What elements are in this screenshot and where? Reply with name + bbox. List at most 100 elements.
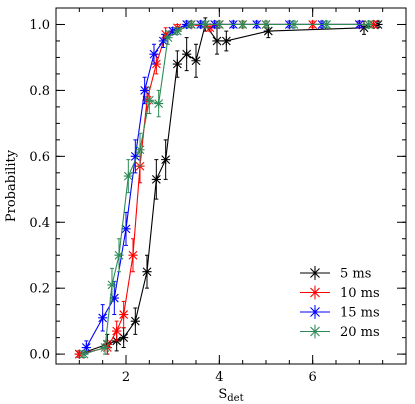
data-point-shape <box>182 19 192 30</box>
data-point <box>182 19 192 30</box>
data-point-shape <box>135 145 145 155</box>
x-tick-label: 4 <box>215 370 223 385</box>
data-point-shape <box>151 59 161 69</box>
data-point <box>186 19 196 30</box>
data-point-shape <box>263 26 273 36</box>
data-point <box>144 95 154 105</box>
legend-marker <box>309 287 321 298</box>
data-point <box>100 342 110 353</box>
data-point <box>221 36 231 46</box>
data-point <box>112 326 122 336</box>
series-5-ms <box>74 17 383 359</box>
data-point <box>368 19 378 30</box>
data-point <box>261 19 271 30</box>
data-point-shape <box>119 309 129 320</box>
data-point-shape <box>161 155 171 165</box>
data-point <box>151 59 161 69</box>
data-point-shape <box>142 267 152 277</box>
data-point <box>289 19 299 30</box>
data-point <box>172 59 182 69</box>
x-tick-label: 2 <box>122 370 130 385</box>
y-tick-label: 0.4 <box>29 216 50 231</box>
series-line <box>83 23 369 355</box>
data-point-shape <box>364 19 374 30</box>
data-point <box>214 19 224 30</box>
data-point <box>205 23 215 33</box>
plot-frame <box>55 7 407 365</box>
data-point-shape <box>81 342 91 353</box>
data-point-shape <box>128 250 138 260</box>
data-point <box>119 309 129 320</box>
y-tick-label: 0.2 <box>29 282 50 297</box>
data-point-shape <box>121 224 131 234</box>
x-axis-label-main: S <box>218 387 227 402</box>
legend-marker-shape <box>309 306 321 318</box>
legend-label: 20 ms <box>340 325 380 340</box>
data-point-shape <box>212 36 222 46</box>
series-layer <box>74 17 383 359</box>
data-point <box>149 49 159 59</box>
data-point <box>98 313 108 323</box>
data-point-shape <box>200 19 210 30</box>
data-point <box>114 250 124 260</box>
y-tick-label: 1.0 <box>29 18 50 33</box>
data-point-shape <box>98 313 108 323</box>
data-point-shape <box>109 293 119 303</box>
y-tick-labels: 0.0 0.2 0.4 0.6 0.8 1.0 <box>29 18 50 363</box>
data-point <box>135 145 145 155</box>
data-point <box>128 250 138 260</box>
data-point <box>107 280 117 290</box>
data-point-shape <box>130 151 140 161</box>
y-axis-label: Probability <box>4 149 19 222</box>
data-point <box>238 19 248 30</box>
data-point <box>163 33 173 43</box>
legend-label: 15 ms <box>340 306 380 321</box>
data-point <box>130 151 140 161</box>
data-point-shape <box>161 29 171 39</box>
legend-marker-shape <box>309 287 321 298</box>
legend-marker <box>309 306 321 318</box>
data-point <box>119 333 129 343</box>
legend-label: 10 ms <box>340 286 380 301</box>
data-point-shape <box>144 95 154 105</box>
series-10-ms <box>74 19 378 359</box>
data-point <box>151 174 161 185</box>
data-point <box>191 56 201 66</box>
major-ticks <box>56 8 406 364</box>
data-point-shape <box>119 333 129 343</box>
data-point <box>182 49 192 59</box>
data-point-shape <box>79 349 89 359</box>
legend-marker <box>309 267 321 279</box>
data-point-shape <box>74 349 84 359</box>
legend-marker-shape <box>309 326 321 337</box>
data-point <box>322 19 332 30</box>
data-point <box>263 26 273 36</box>
data-point-shape <box>191 56 201 66</box>
data-point-shape <box>368 19 378 30</box>
data-point <box>142 267 152 277</box>
data-point <box>359 23 369 33</box>
data-point <box>121 224 131 234</box>
data-point-shape <box>100 342 110 353</box>
data-point <box>161 29 171 39</box>
data-point-shape <box>214 19 224 30</box>
series-20-ms <box>79 19 374 359</box>
data-point <box>158 36 168 46</box>
data-point-shape <box>112 326 122 336</box>
legend-marker-shape <box>309 267 321 279</box>
data-point-shape <box>163 33 173 43</box>
data-point-shape <box>123 171 133 181</box>
x-axis-label-subscript: det <box>227 393 243 404</box>
data-point <box>168 26 178 36</box>
data-point-shape <box>205 23 215 33</box>
legend-marker <box>309 326 321 337</box>
data-point-shape <box>182 49 192 59</box>
data-point-shape <box>221 36 231 46</box>
legend-entry: 20 ms <box>300 324 380 340</box>
data-point-shape <box>373 19 383 30</box>
data-point <box>172 26 182 36</box>
data-point-shape <box>149 49 159 59</box>
data-point-shape <box>289 19 299 30</box>
data-point <box>109 293 119 303</box>
